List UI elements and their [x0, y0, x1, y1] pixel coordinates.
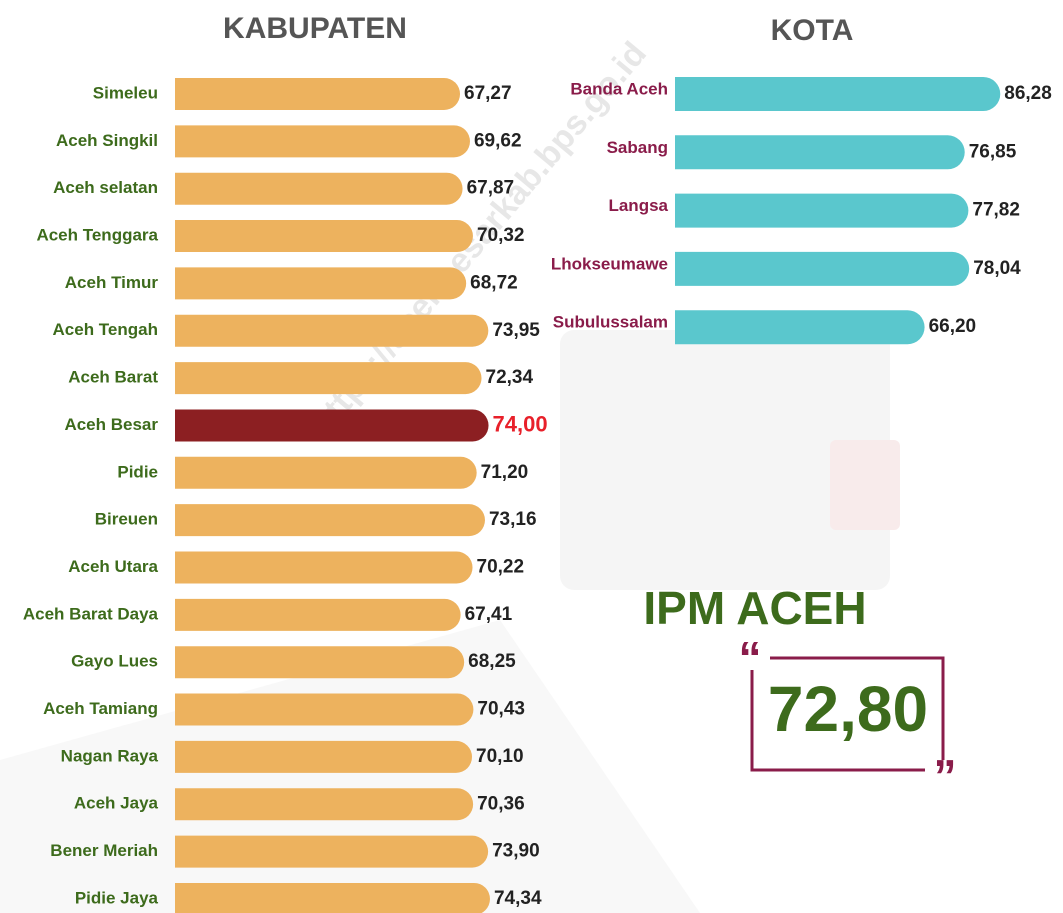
value-label: 71,20: [481, 462, 529, 483]
value-label: 77,82: [972, 200, 1020, 221]
bar: [675, 77, 1000, 111]
bar: [175, 883, 490, 913]
value-label: 66,20: [929, 316, 977, 337]
bar: [175, 741, 472, 773]
value-label: 70,36: [477, 793, 525, 814]
category-label: Bener Meriah: [50, 841, 158, 860]
category-label: Pidie: [117, 462, 158, 481]
value-label: 78,04: [973, 258, 1021, 279]
bar: [175, 552, 473, 584]
category-label: Sabang: [607, 138, 668, 157]
category-label: Aceh selatan: [53, 178, 158, 197]
value-label: 70,10: [476, 746, 524, 767]
bar: [175, 173, 463, 205]
value-label: 73,16: [489, 509, 537, 530]
value-label: 72,34: [486, 367, 534, 388]
bar: [175, 267, 466, 299]
ipm-value: 72,80: [768, 673, 928, 745]
bar: [675, 252, 969, 286]
bar: [175, 836, 488, 868]
decor-code-icon: [830, 440, 900, 530]
bar: [675, 194, 968, 228]
bar: [175, 409, 489, 441]
value-label: 67,27: [464, 83, 512, 104]
value-label: 73,95: [492, 320, 540, 341]
value-label: 70,22: [477, 557, 525, 578]
category-label: Aceh Barat: [68, 368, 158, 387]
value-label: 69,62: [474, 130, 522, 151]
value-label: 67,87: [467, 178, 515, 199]
value-label: 68,72: [470, 272, 518, 293]
category-label: Aceh Jaya: [74, 794, 159, 813]
bar: [175, 125, 470, 157]
quote-open: “: [739, 632, 762, 684]
bar: [175, 646, 464, 678]
chart-title: KABUPATEN: [223, 12, 407, 45]
value-label: 74,34: [494, 888, 542, 909]
category-label: Aceh Timur: [65, 273, 159, 292]
category-label: Aceh Utara: [68, 557, 158, 576]
category-label: Gayo Lues: [71, 652, 158, 671]
category-label: Pidie Jaya: [75, 888, 159, 907]
ipm-title: IPM ACEH: [643, 582, 866, 634]
bar: [675, 310, 925, 344]
value-label: 70,43: [477, 699, 525, 720]
category-label: Aceh Besar: [64, 415, 158, 434]
bar: [175, 504, 485, 536]
value-label: 74,00: [493, 411, 548, 436]
bar: [175, 694, 473, 726]
value-label: 68,25: [468, 651, 516, 672]
category-label: Langsa: [608, 196, 668, 215]
value-label: 73,90: [492, 841, 540, 862]
bar: [175, 315, 488, 347]
value-label: 67,41: [465, 604, 513, 625]
bar: [175, 78, 460, 110]
category-label: Aceh Tamiang: [43, 699, 158, 718]
value-label: 70,32: [477, 225, 525, 246]
bar: [175, 599, 461, 631]
chart-title: KOTA: [771, 14, 854, 47]
category-label: Aceh Singkil: [56, 131, 158, 150]
category-label: Banda Aceh: [570, 79, 668, 98]
category-label: Bireuen: [95, 510, 158, 529]
infographic: https://acehbesarkab.bps.go.id IPM ACEH …: [0, 0, 1063, 913]
category-label: Nagan Raya: [61, 746, 159, 765]
value-label: 86,28: [1004, 83, 1052, 104]
category-label: Aceh Barat Daya: [23, 604, 159, 623]
value-label: 76,85: [969, 141, 1017, 162]
category-label: Aceh Tengah: [53, 320, 158, 339]
category-label: Aceh Tenggara: [36, 226, 158, 245]
category-label: Subulussalam: [553, 313, 668, 332]
ipm-box: IPM ACEH “ ” 72,80: [643, 582, 956, 802]
bar: [175, 220, 473, 252]
bar: [675, 135, 965, 169]
quote-close: ”: [934, 750, 957, 802]
category-label: Simeleu: [93, 83, 158, 102]
bar: [175, 457, 477, 489]
bar: [175, 362, 482, 394]
bar: [175, 788, 473, 820]
category-label: Lhokseumawe: [551, 254, 668, 273]
